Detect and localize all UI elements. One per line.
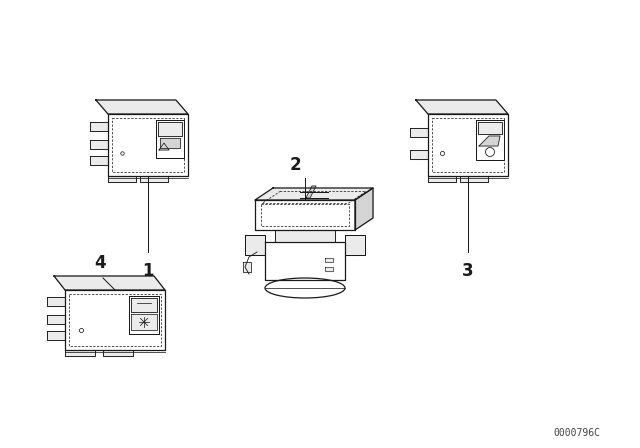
Polygon shape xyxy=(255,200,355,230)
Polygon shape xyxy=(47,315,65,324)
Text: 1: 1 xyxy=(142,262,154,280)
Text: 3: 3 xyxy=(462,262,474,280)
Polygon shape xyxy=(65,350,95,356)
Polygon shape xyxy=(306,186,316,198)
Polygon shape xyxy=(108,176,136,182)
Polygon shape xyxy=(108,114,188,176)
Polygon shape xyxy=(325,258,333,262)
Polygon shape xyxy=(428,114,508,176)
Polygon shape xyxy=(345,235,365,255)
Polygon shape xyxy=(275,230,335,242)
Polygon shape xyxy=(355,188,373,230)
Polygon shape xyxy=(90,156,108,165)
Polygon shape xyxy=(255,188,373,200)
Polygon shape xyxy=(428,176,456,182)
Polygon shape xyxy=(131,298,157,312)
Polygon shape xyxy=(96,100,188,114)
Polygon shape xyxy=(103,350,133,356)
Polygon shape xyxy=(245,235,265,255)
Polygon shape xyxy=(479,136,500,146)
Polygon shape xyxy=(54,276,165,290)
Polygon shape xyxy=(410,150,428,159)
Text: 0000796C: 0000796C xyxy=(553,428,600,438)
Polygon shape xyxy=(478,122,502,134)
Ellipse shape xyxy=(265,278,345,298)
Polygon shape xyxy=(158,122,182,136)
Circle shape xyxy=(118,149,126,157)
Polygon shape xyxy=(243,262,251,272)
Polygon shape xyxy=(47,297,65,306)
Polygon shape xyxy=(140,176,168,182)
Text: 2: 2 xyxy=(289,156,301,174)
Polygon shape xyxy=(90,122,108,131)
Polygon shape xyxy=(65,290,165,350)
Polygon shape xyxy=(159,143,169,150)
Polygon shape xyxy=(416,100,508,114)
Polygon shape xyxy=(47,331,65,340)
Polygon shape xyxy=(160,138,180,148)
Polygon shape xyxy=(129,296,159,334)
Polygon shape xyxy=(131,314,157,330)
Polygon shape xyxy=(90,140,108,149)
Polygon shape xyxy=(265,242,345,280)
Polygon shape xyxy=(476,120,504,160)
Polygon shape xyxy=(325,267,333,271)
Polygon shape xyxy=(460,176,488,182)
Polygon shape xyxy=(410,128,428,137)
Polygon shape xyxy=(156,120,184,158)
Text: 4: 4 xyxy=(94,254,106,272)
